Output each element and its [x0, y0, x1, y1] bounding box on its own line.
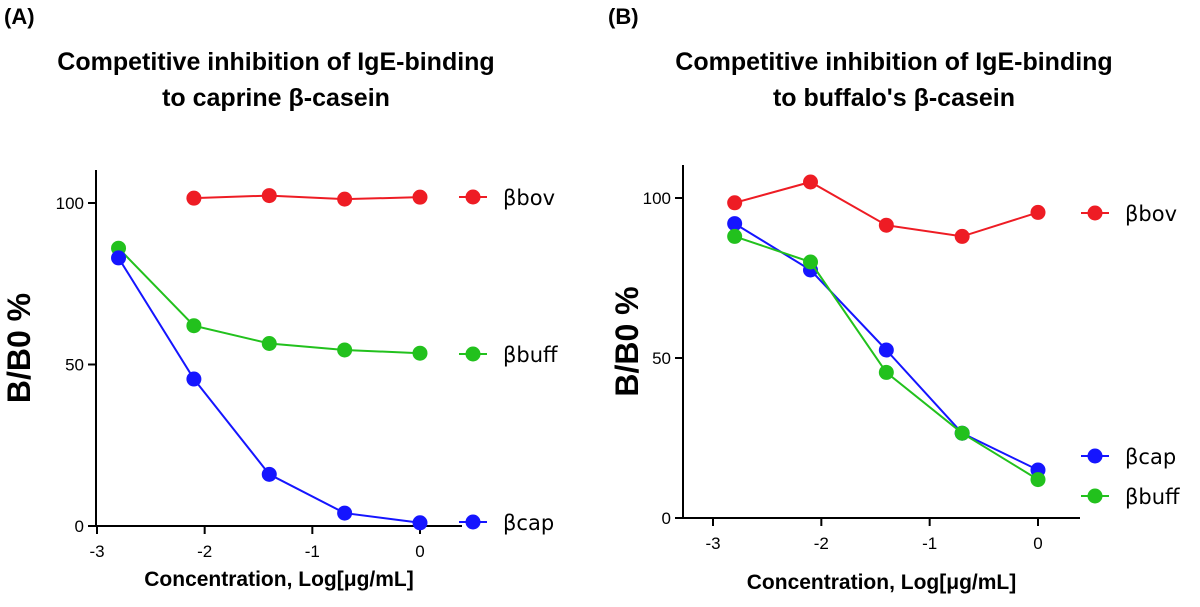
chart-plot-b: 0 50 100 -3 -2 -1 0 Concentration, Log[μg/mL] B/… — [609, 165, 1180, 594]
chart-title-line-1: Competitive inhibition of IgE-binding — [57, 48, 495, 76]
panel-label: (A) — [4, 4, 35, 29]
data-point-βcap — [878, 342, 894, 358]
data-point-βbuff — [337, 342, 353, 358]
data-point-βbov — [261, 188, 277, 204]
x-tick-label: -3 — [89, 542, 104, 561]
chart-title-line-1: Competitive inhibition of IgE-binding — [675, 48, 1113, 76]
x-axis-label: Concentration, Log[μg/mL] — [747, 571, 1016, 594]
legend-marker — [1087, 488, 1103, 504]
legend-marker — [465, 346, 481, 362]
panel-label: (B) — [608, 4, 639, 29]
x-axis-label: Concentration, Log[μg/mL] — [144, 568, 413, 591]
data-point-βbuff — [803, 254, 818, 270]
legend-label: βbov — [1125, 202, 1177, 226]
chart-panel-a: (A) Competitive inhibition of IgE-bindin… — [0, 4, 576, 591]
chart-panel-b: (B) Competitive inhibition of IgE-bindin… — [600, 0, 1200, 607]
legend-label: βbuff — [503, 343, 558, 367]
legend-marker — [1087, 205, 1103, 221]
data-point-βbov — [727, 195, 743, 211]
data-point-βbuff — [186, 318, 202, 334]
y-tick-label: 100 — [643, 189, 671, 208]
series-line-βbuff — [734, 235, 1039, 481]
data-point-βbov — [878, 217, 894, 233]
data-point-βbuff — [878, 364, 894, 380]
data-point-βbov — [954, 228, 970, 244]
legend-label: βcap — [503, 511, 554, 535]
x-tick-label: 0 — [1033, 534, 1042, 553]
x-tick-label: -2 — [197, 542, 212, 561]
data-point-βcap — [111, 250, 127, 266]
x-tick-label: -3 — [705, 534, 720, 553]
data-point-βcap — [337, 505, 353, 521]
data-point-βcap — [412, 515, 428, 531]
x-tick-label: -1 — [305, 542, 320, 561]
y-tick-label: 0 — [75, 517, 84, 536]
legend-label: βbuff — [1125, 485, 1180, 509]
chart-title-line-2: to caprine β-casein — [162, 84, 390, 112]
legend-marker — [465, 189, 481, 205]
data-point-βbuff — [954, 425, 970, 441]
data-point-βcap — [186, 371, 202, 387]
data-point-βbov — [337, 191, 353, 207]
data-point-βbuff — [412, 345, 428, 361]
legend-marker — [1087, 448, 1103, 464]
data-point-βbuff — [1030, 472, 1046, 488]
y-tick-label: 100 — [56, 194, 84, 213]
data-point-βbov — [412, 189, 428, 205]
series-line-βcap — [117, 257, 421, 524]
data-point-βbov — [186, 190, 202, 206]
data-point-βbov — [1030, 204, 1046, 220]
x-tick-label: -2 — [814, 534, 829, 553]
series-line-βbov — [193, 194, 421, 201]
y-tick-label: 50 — [652, 349, 671, 368]
y-axis-label: B/B0 % — [1, 293, 37, 403]
data-point-βbov — [803, 174, 818, 190]
chart-title: Competitive inhibition of IgE-binding to… — [594, 44, 1194, 116]
data-point-βbuff — [727, 228, 743, 244]
y-tick-label: 0 — [662, 509, 671, 528]
legend-marker — [465, 514, 481, 530]
data-point-βbuff — [261, 336, 277, 352]
y-axis-label: B/B0 % — [609, 286, 645, 396]
data-point-βcap — [261, 466, 277, 482]
y-tick-label: 50 — [65, 356, 84, 375]
legend-label: βcap — [1125, 445, 1176, 469]
chart-title-line-2: to buffalo's β-casein — [772, 84, 1016, 112]
chart-title: Competitive inhibition of IgE-binding to… — [0, 44, 576, 116]
x-tick-label: -1 — [922, 534, 937, 553]
data-point-βcap — [727, 216, 743, 232]
legend-label: βbov — [503, 186, 555, 210]
x-tick-label: 0 — [415, 542, 424, 561]
